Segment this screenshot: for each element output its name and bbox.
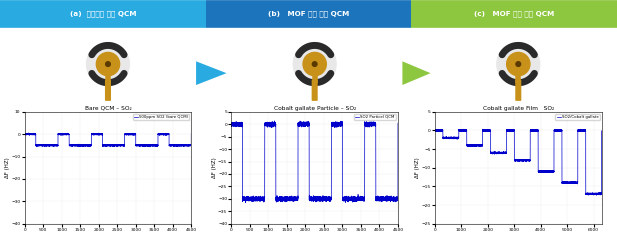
FancyBboxPatch shape	[312, 80, 318, 101]
Text: (b)   MOF 입자 코팅 QCM: (b) MOF 입자 코팅 QCM	[268, 11, 349, 17]
Text: (c)   MOF 필름 코팅 QCM: (c) MOF 필름 코팅 QCM	[474, 11, 554, 17]
Circle shape	[303, 52, 326, 76]
Text: (a)  처리하지 않은 QCM: (a) 처리하지 않은 QCM	[70, 11, 136, 17]
Circle shape	[312, 62, 317, 66]
Polygon shape	[402, 61, 431, 85]
Polygon shape	[196, 61, 226, 85]
Y-axis label: ΔF (HZ): ΔF (HZ)	[5, 157, 10, 178]
Circle shape	[497, 43, 540, 86]
Circle shape	[507, 52, 530, 76]
Circle shape	[96, 52, 120, 76]
Legend: 500ppm SO2 (bare QCM): 500ppm SO2 (bare QCM)	[133, 114, 189, 120]
FancyBboxPatch shape	[105, 80, 111, 101]
Y-axis label: ΔF (HZ): ΔF (HZ)	[212, 157, 217, 178]
Circle shape	[293, 43, 336, 86]
Legend: SO2 Particel QCM: SO2 Particel QCM	[354, 114, 396, 120]
Circle shape	[106, 62, 110, 66]
Circle shape	[516, 62, 521, 66]
Legend: SO2/Cobalt gallate: SO2/Cobalt gallate	[555, 114, 600, 120]
Y-axis label: ΔF (HZ): ΔF (HZ)	[415, 157, 420, 178]
Bar	[412, 0, 617, 28]
Bar	[0, 0, 205, 28]
Title: Cobalt gallate Film   SO₂: Cobalt gallate Film SO₂	[482, 106, 554, 111]
FancyBboxPatch shape	[515, 80, 521, 101]
Title: Cobalt gallate Particle – SO₂: Cobalt gallate Particle – SO₂	[273, 106, 356, 111]
Circle shape	[86, 43, 130, 86]
Bar	[205, 0, 412, 28]
Title: Bare QCM – SO₂: Bare QCM – SO₂	[85, 106, 131, 111]
